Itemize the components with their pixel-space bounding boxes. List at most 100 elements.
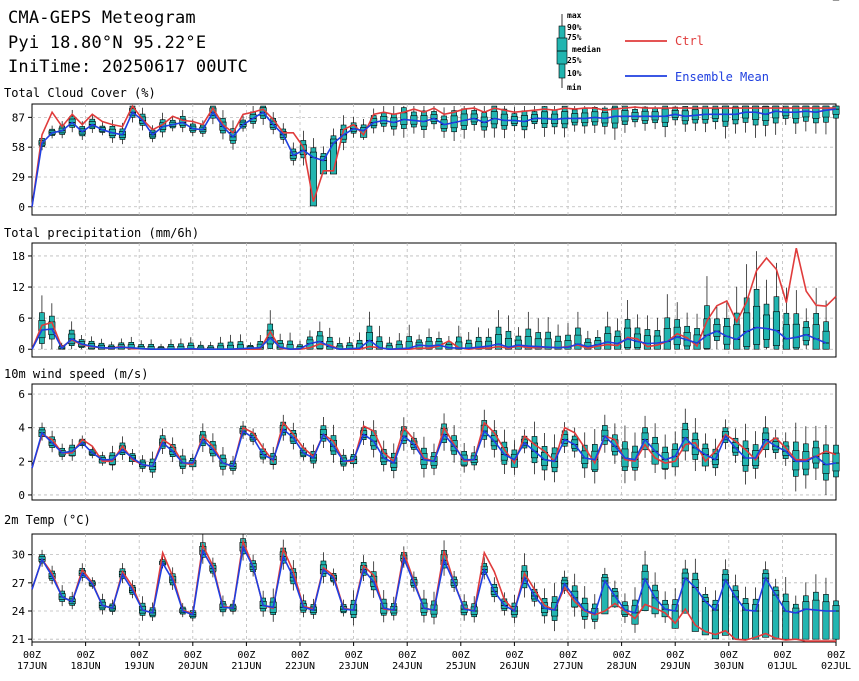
ensemble-box: [534, 318, 542, 350]
x-tick-label-hour: 00Z: [720, 650, 738, 661]
ensemble-box: [236, 334, 244, 350]
ensemble-box: [742, 586, 750, 640]
ensemble-box: [802, 426, 810, 489]
legend-box-label: median: [572, 44, 601, 54]
init-time-label: IniTime: 20250617 00UTC: [8, 57, 249, 77]
ensemble-box: [554, 324, 562, 350]
box-inner: [309, 151, 317, 207]
ensemble-box: [500, 592, 508, 616]
ensemble-box: [752, 105, 760, 138]
box-inner: [772, 311, 780, 346]
ensemble-box: [227, 334, 235, 350]
ensemble-box: [701, 105, 709, 133]
box-inner: [752, 604, 760, 640]
location-label: Pyi 18.80°N 95.22°E: [8, 33, 207, 53]
ensemble-box: [510, 106, 518, 132]
legend-mean-label: Ensemble Mean: [675, 70, 769, 84]
ensemble-box: [390, 106, 398, 136]
ensemble-box: [671, 106, 679, 126]
panel-2: 0 6 12 18 Total precipitation (mm/6h): [4, 0, 840, 358]
y-tick-label: 6: [18, 388, 25, 401]
box-inner: [681, 572, 689, 614]
x-tick-label-date: 17JUN: [17, 661, 47, 672]
legend: max 90%75% median 25% 10% min Ctrl Ensemble Mea…: [556, 11, 769, 92]
x-tick-label-date: 27JUN: [553, 661, 583, 672]
panel-title: Total precipitation (mm/6h): [4, 226, 199, 240]
ensemble-box: [651, 106, 659, 130]
x-tick-label-hour: 00Z: [398, 650, 416, 661]
ensemble-box: [772, 578, 780, 640]
x-tick-label-date: 29JUN: [660, 661, 690, 672]
ensemble-box: [763, 279, 771, 350]
x-tick-label-date: 02JUL: [821, 661, 851, 672]
legend-box-label: max: [567, 11, 582, 20]
ensemble-box: [415, 334, 423, 350]
ensemble-box: [631, 587, 639, 633]
ensemble-box: [475, 327, 483, 350]
ensemble-box: [147, 339, 155, 350]
ensemble-box: [691, 105, 699, 131]
ensemble-box: [641, 415, 649, 458]
box-inner: [554, 340, 562, 350]
x-tick-label-hour: 00Z: [773, 650, 791, 661]
ctrl-series-line: [31, 104, 836, 207]
ensemble-box: [561, 105, 569, 138]
ensemble-box: [742, 423, 750, 485]
ensemble-box: [524, 311, 532, 350]
box-inner: [534, 338, 542, 350]
x-tick-label-hour: 00Z: [23, 650, 41, 661]
ensemble-box: [681, 408, 689, 461]
ensemble-box: [792, 290, 800, 350]
x-tick-label-date: 22JUN: [285, 661, 315, 672]
box-inner: [762, 573, 770, 638]
ensemble-box: [217, 336, 225, 350]
ensemble-box: [621, 105, 629, 133]
ensemble-box: [504, 315, 512, 350]
box-inner: [691, 579, 699, 632]
ensemble-box: [177, 338, 185, 350]
box-inner: [832, 605, 840, 640]
ensemble-box: [832, 590, 840, 640]
box-inner: [601, 577, 609, 615]
ensemble-box: [551, 583, 559, 632]
ensemble-box: [772, 262, 780, 350]
panel-frame: [31, 103, 837, 216]
x-tick-label-date: 30JUN: [714, 661, 744, 672]
ensemble-box: [742, 105, 750, 133]
box-inner: [504, 338, 512, 350]
legend-box-label: 10%: [567, 69, 582, 78]
ensemble-box: [792, 595, 800, 640]
x-tick-label-date: 18JUN: [71, 661, 101, 672]
x-tick-label-date: 23JUN: [339, 661, 369, 672]
ensemble-box: [792, 105, 800, 134]
ensemble-box: [762, 105, 770, 137]
ensemble-box: [762, 561, 770, 638]
ensemble-box: [329, 128, 337, 175]
box-inner: [742, 603, 750, 640]
ensemble-box: [544, 317, 552, 350]
box-inner: [319, 156, 327, 175]
box-inner: [772, 590, 780, 640]
y-tick-label: 0: [18, 201, 25, 214]
box-inner: [782, 601, 790, 640]
ensemble-box: [465, 332, 473, 350]
ensemble-box: [611, 105, 619, 140]
box-inner: [711, 604, 719, 640]
x-tick-label-hour: 00Z: [559, 650, 577, 661]
y-tick-label: 87: [12, 111, 25, 124]
ensemble-box: [762, 416, 770, 458]
x-tick-label-date: 25JUN: [446, 661, 476, 672]
x-tick-label-hour: 00Z: [77, 650, 95, 661]
ensemble-box: [286, 332, 294, 350]
panel-3: 0 2 4 6 10m wind speed (m/s): [4, 367, 840, 502]
ensemble-box: [633, 314, 641, 350]
y-tick-label: 6: [18, 312, 25, 325]
panel-4: 21 24 27 30 2m Temp (°C): [4, 513, 840, 646]
ensemble-box: [772, 105, 780, 135]
box-inner: [822, 601, 830, 640]
ensemble-box: [395, 333, 403, 350]
x-tick-label-hour: 00Z: [613, 650, 631, 661]
ensemble-box: [319, 417, 327, 448]
ensemble-box: [167, 339, 175, 350]
y-tick-label: 12: [12, 281, 25, 294]
